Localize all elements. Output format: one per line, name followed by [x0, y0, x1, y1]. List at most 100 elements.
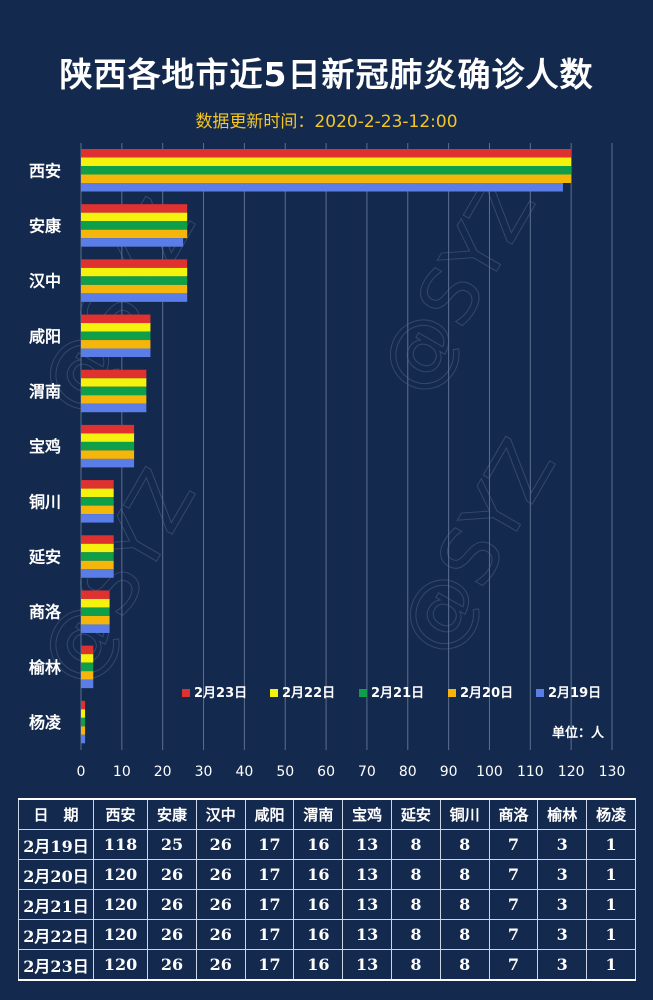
table-cell: 7 — [488, 919, 539, 950]
table-cell: 17 — [244, 919, 295, 950]
column-header: 咸阳 — [244, 798, 295, 830]
table-row: 2月19日 118 25 26 17 16 13 8 8 7 3 1 — [18, 829, 636, 860]
bar — [81, 717, 86, 727]
category-label: 杨凌 — [29, 713, 62, 732]
bar — [81, 543, 114, 553]
table-cell: 2月21日 — [18, 889, 94, 920]
legend-label: 2月21日 — [371, 686, 424, 701]
legend-swatch — [270, 689, 278, 697]
legend-swatch — [182, 689, 190, 697]
table-cell: 26 — [195, 949, 246, 981]
table-cell: 26 — [147, 919, 197, 950]
chart-title: 陕西各地市近5日新冠肺炎确诊人数 — [59, 55, 594, 94]
x-tick-label: 40 — [235, 764, 253, 780]
update-time: 数据更新时间：2020-2-23-12:00 — [195, 112, 458, 132]
bar — [81, 569, 114, 578]
bar — [81, 560, 114, 570]
table-cell: 3 — [537, 859, 588, 890]
category-label: 宝鸡 — [29, 437, 61, 456]
watermark-text: @SYZ — [381, 426, 573, 669]
x-tick-label: 50 — [276, 764, 294, 780]
table-cell: 120 — [92, 859, 149, 890]
table-cell: 120 — [92, 949, 149, 981]
table-cell: 1 — [586, 949, 636, 981]
bar — [81, 166, 572, 175]
column-header: 杨凌 — [586, 798, 636, 830]
table-cell: 2月19日 — [18, 829, 94, 860]
table-cell: 7 — [488, 889, 539, 920]
bar — [81, 458, 135, 468]
table-cell: 8 — [391, 919, 441, 950]
bar — [81, 221, 188, 230]
table-cell: 3 — [537, 889, 588, 920]
category-label: 延安 — [28, 548, 61, 567]
table-cell: 1 — [586, 829, 636, 860]
bar — [81, 671, 94, 680]
bar — [81, 450, 135, 459]
table-cell: 25 — [147, 829, 197, 860]
column-header: 日 期 — [18, 798, 94, 830]
column-header: 榆林 — [537, 798, 588, 830]
legend-swatch — [448, 689, 456, 697]
table-cell: 16 — [293, 859, 344, 890]
table-cell: 2月22日 — [18, 919, 94, 950]
bar — [81, 505, 114, 515]
bar — [81, 488, 114, 498]
table-cell: 8 — [439, 859, 490, 890]
x-tick-label: 90 — [440, 764, 458, 780]
table-cell: 7 — [488, 859, 539, 890]
table-row: 2月22日 120 26 26 17 16 13 8 8 7 3 1 — [18, 919, 636, 950]
bar — [81, 149, 572, 158]
table-cell: 7 — [488, 829, 539, 860]
x-tick-label: 0 — [77, 764, 86, 780]
table-cell: 26 — [195, 829, 246, 860]
bar — [81, 340, 151, 349]
bar — [81, 378, 147, 387]
bar — [81, 293, 188, 302]
bar — [81, 662, 94, 672]
bar — [81, 229, 188, 239]
watermark-text: @SYZ — [361, 166, 553, 409]
table-cell: 13 — [342, 949, 393, 981]
table-cell: 8 — [391, 859, 441, 890]
table-row: 2月21日 120 26 26 17 16 13 8 8 7 3 1 — [18, 889, 636, 920]
bar — [81, 497, 114, 506]
x-tick-label: 30 — [195, 764, 213, 780]
bar — [81, 535, 114, 544]
table-cell: 17 — [244, 829, 295, 860]
column-header: 延安 — [391, 798, 441, 830]
bar — [81, 348, 151, 358]
bar — [81, 314, 151, 324]
bar — [81, 615, 110, 625]
category-label: 商洛 — [29, 603, 62, 622]
table-cell: 1 — [586, 919, 636, 950]
unit-label: 单位：人 — [552, 725, 605, 741]
table-cell: 26 — [195, 919, 246, 950]
table-cell: 8 — [391, 889, 441, 920]
legend-label: 2月22日 — [282, 686, 335, 701]
x-tick-label: 100 — [476, 764, 503, 780]
table-cell: 7 — [488, 949, 539, 981]
table-cell: 3 — [537, 829, 588, 860]
bar — [81, 552, 114, 561]
bar — [81, 645, 94, 655]
category-label: 西安 — [29, 161, 61, 180]
table-cell: 3 — [537, 919, 588, 950]
x-tick-label: 10 — [113, 764, 131, 780]
bar — [81, 267, 188, 277]
table-cell: 2月23日 — [18, 949, 94, 981]
table-row: 2月20日 120 26 26 17 16 13 8 8 7 3 1 — [18, 859, 636, 890]
table-cell: 13 — [342, 859, 393, 890]
table-cell: 26 — [147, 949, 197, 981]
table-cell: 26 — [147, 889, 197, 920]
column-header: 西安 — [92, 798, 149, 830]
bar — [81, 734, 86, 744]
x-tick-label: 120 — [558, 764, 585, 780]
column-header: 渭南 — [293, 798, 344, 830]
bar — [81, 183, 563, 192]
column-header: 商洛 — [488, 798, 539, 830]
column-header: 宝鸡 — [342, 798, 393, 830]
table-cell: 1 — [586, 889, 636, 920]
table-cell: 8 — [439, 949, 490, 981]
